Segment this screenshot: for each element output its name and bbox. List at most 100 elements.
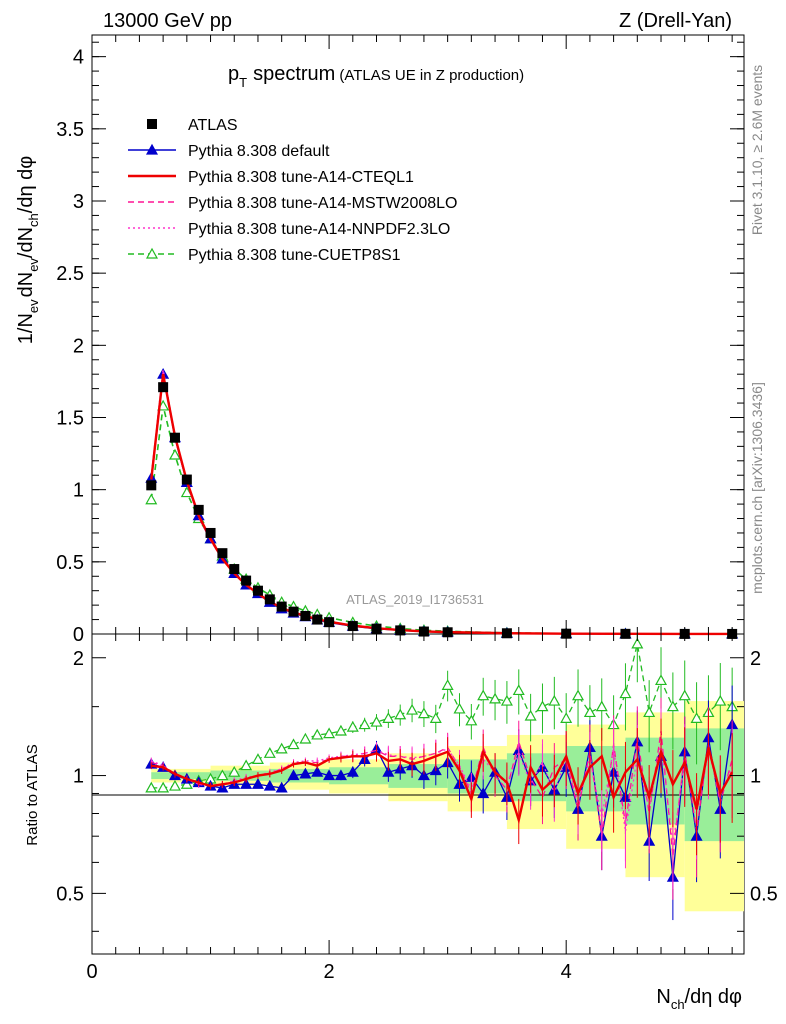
ratio-point	[216, 769, 229, 781]
ratio-point	[477, 689, 490, 701]
ratio-point	[275, 742, 288, 754]
ratio-point	[441, 679, 454, 690]
ratio-axes: 0.5 0.5 1 1 2 2 0 2 4	[56, 634, 778, 983]
ylabel-sub-ev: ev	[26, 299, 41, 313]
ratio-point	[477, 787, 490, 799]
ratio-point	[690, 712, 703, 723]
x-tick-label: 0	[86, 961, 97, 983]
main-y-tick-label: 3.5	[56, 119, 84, 141]
ratio-point	[180, 778, 193, 789]
x-tick-label: 2	[324, 961, 335, 983]
ratio-point	[417, 707, 430, 719]
title-main: p	[228, 63, 239, 85]
ylabel-part: dN	[15, 272, 37, 298]
ratio-point	[323, 769, 336, 781]
ratio-point	[299, 767, 312, 779]
ratio-point	[512, 684, 525, 696]
ratio-point	[358, 718, 371, 730]
ratio-point	[311, 728, 324, 740]
ratio-point	[548, 694, 561, 706]
ratio-uncertainty-bands	[151, 701, 744, 912]
ratio-point	[406, 703, 419, 715]
main-axes: 0 0.5 1 1.5 2 2.5 3 3.5 4	[56, 35, 744, 646]
analysis-watermark: ATLAS_2019_I1736531	[346, 592, 484, 607]
title-sub: T	[239, 75, 247, 90]
x-axis-label: Nch/dη dφ	[656, 986, 742, 1012]
legend-marker	[145, 247, 159, 259]
source-label: mcplots.cern.ch [arXiv:1306.3436]	[749, 382, 765, 594]
legend-label: Pythia 8.308 tune-A14-MSTW2008LO	[188, 195, 457, 212]
ratio-point	[394, 708, 407, 720]
atlas-data-point	[217, 548, 228, 559]
main-y-tick-label: 0	[73, 624, 84, 646]
ratio-point	[654, 674, 668, 686]
ratio-point	[346, 720, 359, 732]
legend-label: ATLAS	[188, 117, 238, 134]
xlabel-part: N	[656, 986, 670, 1008]
process-label: Z (Drell-Yan)	[619, 10, 732, 32]
atlas-data-point	[205, 527, 216, 538]
ratio-point	[145, 781, 158, 793]
ratio-point	[678, 689, 691, 701]
atlas-data-point	[288, 606, 299, 617]
ratio-point	[157, 781, 170, 793]
ratio-point	[323, 727, 336, 739]
main-y-tick-label: 3	[73, 191, 84, 213]
ratio-point	[263, 747, 276, 758]
ratio-point	[453, 702, 466, 714]
legend-label: Pythia 8.308 tune-CUETP8S1	[188, 247, 401, 264]
main-y-axis-label: 1/NevdNev/dNch/dη dφ	[15, 156, 41, 345]
ratio-point	[643, 706, 656, 718]
ylabel-part: /dη dφ	[15, 156, 37, 213]
ratio-point	[595, 700, 608, 712]
ratio-y-tick-label: 0.5	[56, 883, 84, 905]
ratio-point	[311, 765, 324, 777]
ratio-point	[429, 712, 442, 723]
ratio-point	[263, 779, 276, 791]
ratio-point	[299, 732, 312, 744]
main-point-cuetp8s1	[168, 448, 182, 460]
ratio-point	[168, 779, 182, 791]
atlas-data-point	[169, 432, 180, 443]
ratio-y-axis-label: Ratio to ATLAS	[24, 744, 41, 845]
atlas-data-point	[158, 382, 169, 393]
legend-marker	[147, 119, 157, 129]
ratio-point	[346, 765, 359, 777]
atlas-data-point	[193, 504, 204, 515]
atlas-data-point	[300, 610, 311, 621]
ratio-point	[560, 712, 573, 723]
ratio-point	[417, 769, 430, 781]
ratio-point	[382, 765, 395, 777]
main-y-tick-label: 1.5	[56, 407, 84, 429]
atlas-data-point	[241, 575, 252, 586]
atlas-data-point	[501, 628, 512, 639]
ratio-point	[714, 694, 727, 706]
ratio-y-tick-label: 2	[73, 648, 84, 670]
ratio-band-stat	[210, 770, 270, 781]
atlas-data-point	[252, 585, 263, 596]
ratio-y-tick-label-right: 1	[750, 766, 761, 788]
ratio-point	[500, 694, 513, 706]
ratio-point	[631, 637, 644, 649]
ratio-point	[465, 714, 478, 726]
title-note: (ATLAS UE in Z production)	[339, 67, 524, 84]
ratio-point	[524, 709, 537, 721]
atlas-data-point	[276, 601, 287, 612]
main-y-tick-label: 2.5	[56, 263, 84, 285]
legend: ATLAS Pythia 8.308 default Pythia 8.308 tu…	[128, 117, 457, 264]
legend-label: Pythia 8.308 tune-A14-NNPDF2.3LO	[188, 221, 450, 238]
main-y-tick-label: 1	[73, 480, 84, 502]
legend-marker	[145, 143, 159, 155]
atlas-data-point	[347, 621, 358, 632]
xlabel-sub-ch: ch	[671, 997, 685, 1012]
ratio-point	[334, 769, 347, 781]
ratio-y-tick-label-right: 0.5	[750, 883, 778, 905]
energy-label: 13000 GeV pp	[103, 10, 232, 32]
legend-label: Pythia 8.308 tune-A14-CTEQL1	[188, 169, 414, 186]
ratio-point	[287, 769, 300, 781]
ratio-series-layer	[145, 634, 739, 921]
ratio-point	[583, 706, 596, 718]
atlas-data-point	[229, 564, 240, 575]
main-y-tick-label: 4	[73, 47, 84, 69]
